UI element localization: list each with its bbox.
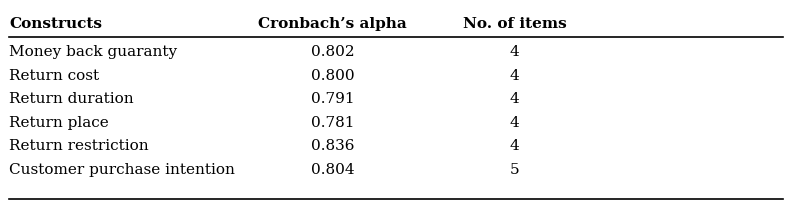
Text: 0.781: 0.781 xyxy=(311,116,355,130)
Text: 4: 4 xyxy=(509,116,520,130)
Text: 0.804: 0.804 xyxy=(311,163,355,177)
Text: 4: 4 xyxy=(509,92,520,106)
Text: Return place: Return place xyxy=(10,116,109,130)
Text: Return restriction: Return restriction xyxy=(10,139,149,153)
Text: Customer purchase intention: Customer purchase intention xyxy=(10,163,235,177)
Text: 0.791: 0.791 xyxy=(311,92,355,106)
Text: 4: 4 xyxy=(509,139,520,153)
Text: Constructs: Constructs xyxy=(10,17,102,31)
Text: 0.800: 0.800 xyxy=(311,69,355,83)
Text: 4: 4 xyxy=(509,45,520,59)
Text: 4: 4 xyxy=(509,69,520,83)
Text: Return duration: Return duration xyxy=(10,92,134,106)
Text: 0.836: 0.836 xyxy=(311,139,355,153)
Text: 5: 5 xyxy=(509,163,520,177)
Text: Money back guaranty: Money back guaranty xyxy=(10,45,177,59)
Text: No. of items: No. of items xyxy=(463,17,566,31)
Text: Cronbach’s alpha: Cronbach’s alpha xyxy=(258,17,407,31)
Text: 0.802: 0.802 xyxy=(311,45,355,59)
Text: Return cost: Return cost xyxy=(10,69,100,83)
